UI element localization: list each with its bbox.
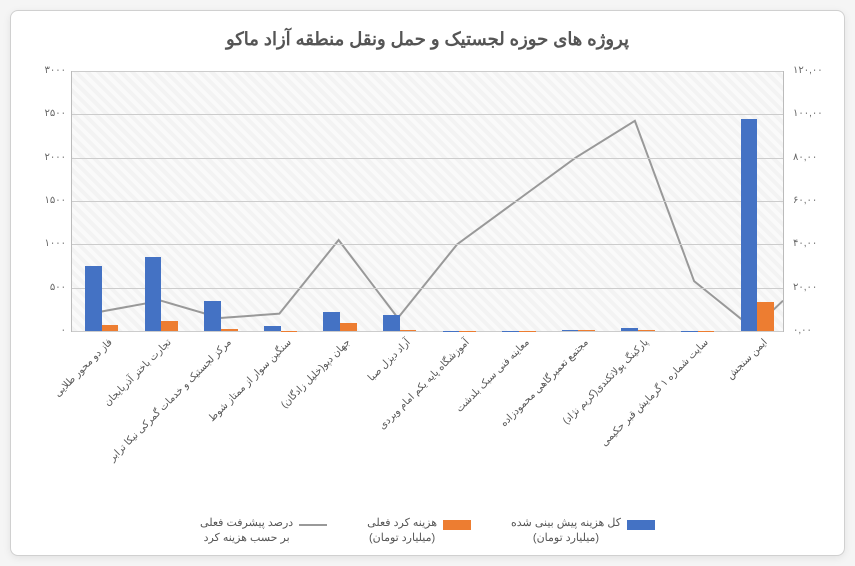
x-category-label: فاز دو محور طلایی bbox=[0, 337, 115, 458]
bar-total bbox=[621, 328, 638, 331]
legend-swatch-current bbox=[443, 520, 471, 530]
ytick-left: ۳۰۰۰ bbox=[26, 65, 66, 76]
x-category-label: سایت شماره ۱ گرمایش قبر حکیمی bbox=[589, 337, 710, 458]
ytick-right: ۴۰,۰۰ bbox=[793, 238, 833, 249]
bar-current bbox=[757, 302, 774, 331]
x-category-label: مجتمع تعمیرگاهی محمودزاده bbox=[470, 337, 591, 458]
ytick-left: ۱۰۰۰ bbox=[26, 238, 66, 249]
x-category-label: ایمن سنجش bbox=[649, 337, 770, 458]
x-category-label: آراد دیزل صبا bbox=[292, 337, 413, 458]
legend-text-progress: درصد پیشرفت فعلی بر حسب هزینه کرد bbox=[200, 516, 293, 545]
ytick-right: ۰,۰۰ bbox=[793, 325, 833, 336]
legend: کل هزینه پیش بینی شده (میلیارد تومان) هز… bbox=[11, 516, 844, 545]
bar-total bbox=[145, 257, 162, 331]
x-category-label: تجارت باختر آذربایجان bbox=[53, 337, 174, 458]
legend-text-current: هزینه کرد فعلی (میلیارد تومان) bbox=[367, 516, 437, 545]
bar-total bbox=[204, 301, 221, 331]
plot-area: ۰۰,۰۰۵۰۰۲۰,۰۰۱۰۰۰۴۰,۰۰۱۵۰۰۶۰,۰۰۲۰۰۰۸۰,۰۰… bbox=[71, 71, 784, 332]
legend-swatch-total bbox=[627, 520, 655, 530]
x-category-label: پارکینگ پولاتکندی(کریم نژاد) bbox=[530, 337, 651, 458]
x-category-label: مرکز لجستیک و خدمات گمرکی نیکا ترابر bbox=[113, 337, 234, 458]
ytick-left: ۰ bbox=[26, 325, 66, 336]
ytick-right: ۶۰,۰۰ bbox=[793, 195, 833, 206]
chart-card: پروژه های حوزه لجستیک و حمل ونقل منطقه آ… bbox=[10, 10, 845, 556]
ytick-right: ۱۲۰,۰۰ bbox=[793, 65, 833, 76]
ytick-left: ۵۰۰ bbox=[26, 282, 66, 293]
ytick-left: ۲۰۰۰ bbox=[26, 152, 66, 163]
ytick-right: ۱۰۰,۰۰ bbox=[793, 108, 833, 119]
x-category-label: سنگین سوار از ممتاز شوط bbox=[172, 337, 293, 458]
legend-item-current: هزینه کرد فعلی (میلیارد تومان) bbox=[367, 516, 471, 545]
ytick-right: ۲۰,۰۰ bbox=[793, 282, 833, 293]
bar-current bbox=[340, 323, 357, 331]
bar-current bbox=[638, 330, 655, 331]
bar-total bbox=[264, 326, 281, 331]
ytick-left: ۱۵۰۰ bbox=[26, 195, 66, 206]
legend-swatch-progress bbox=[299, 524, 327, 526]
legend-item-progress: درصد پیشرفت فعلی بر حسب هزینه کرد bbox=[200, 516, 327, 545]
bar-total bbox=[323, 312, 340, 331]
ytick-right: ۸۰,۰۰ bbox=[793, 152, 833, 163]
ytick-left: ۲۵۰۰ bbox=[26, 108, 66, 119]
progress-line bbox=[102, 121, 783, 329]
legend-item-total: کل هزینه پیش بینی شده (میلیارد تومان) bbox=[511, 516, 655, 545]
bar-total bbox=[383, 315, 400, 331]
legend-text-total: کل هزینه پیش بینی شده (میلیارد تومان) bbox=[511, 516, 621, 545]
bar-current bbox=[400, 330, 417, 331]
bar-total bbox=[741, 119, 758, 331]
x-category-label: آموزشگاه پایه یکم امام ویردی bbox=[351, 337, 472, 458]
x-category-label: معاینه فنی سبک بلدشت bbox=[411, 337, 532, 458]
x-category-label: جهان دپو(خلیل زادگان) bbox=[232, 337, 353, 458]
bar-current bbox=[578, 330, 595, 331]
chart-title: پروژه های حوزه لجستیک و حمل ونقل منطقه آ… bbox=[11, 29, 844, 50]
x-axis-labels: فاز دو محور طلاییتجارت باختر آذربایجانمر… bbox=[71, 333, 784, 483]
bar-current bbox=[161, 321, 178, 331]
bar-total bbox=[85, 266, 102, 331]
bar-current bbox=[102, 325, 119, 331]
bar-current bbox=[221, 329, 238, 331]
bar-total bbox=[562, 330, 579, 331]
